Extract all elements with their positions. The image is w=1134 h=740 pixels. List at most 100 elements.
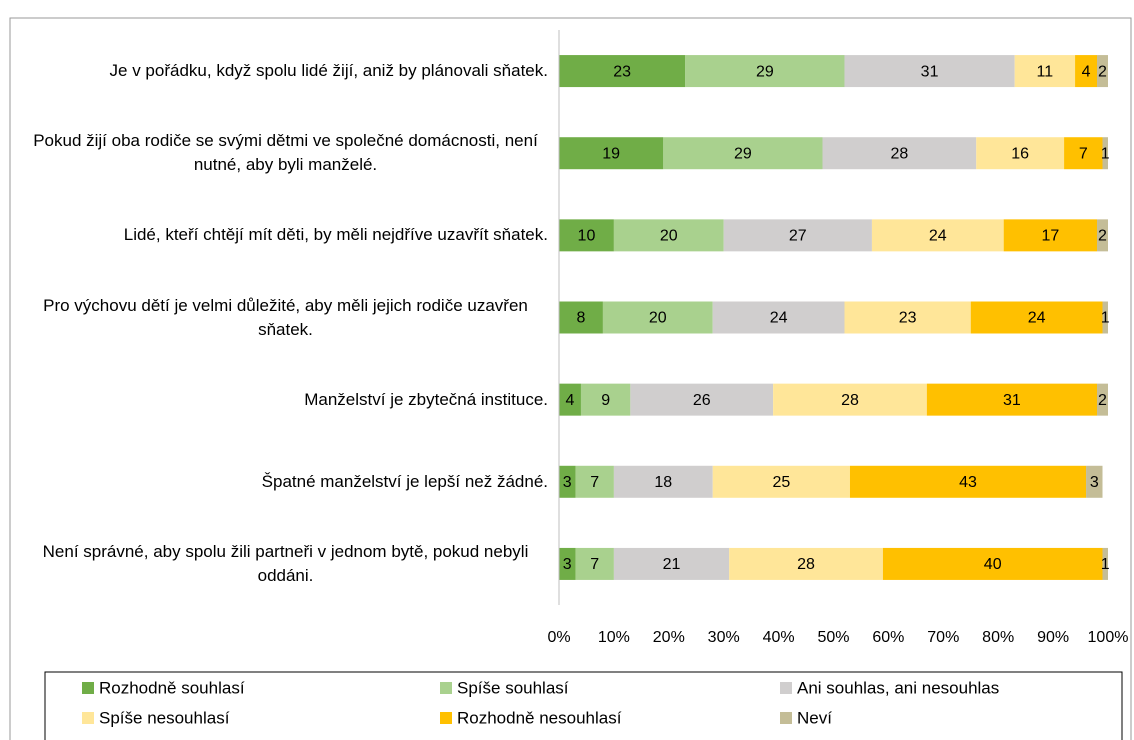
bar-segment <box>630 383 774 416</box>
data-label: 25 <box>772 474 790 491</box>
bar-segment <box>580 383 631 416</box>
bar-segment <box>1064 137 1103 170</box>
legend-swatch <box>780 682 792 694</box>
legend-label: Ani souhlas, ani nesouhlas <box>797 678 999 697</box>
x-tick-label: 30% <box>708 629 740 646</box>
data-label: 28 <box>841 392 859 409</box>
x-tick-label: 40% <box>763 629 795 646</box>
data-label: 31 <box>921 63 939 80</box>
y-tick-label: Je v pořádku, když spolu lidé žijí, aniž… <box>109 61 548 81</box>
data-label: 20 <box>660 228 678 245</box>
data-label: 3 <box>563 474 572 491</box>
data-label: 31 <box>1003 392 1021 409</box>
legend-label: Spíše nesouhlasí <box>99 708 230 727</box>
data-label: 1 <box>1101 310 1110 327</box>
data-label: 24 <box>1028 310 1046 327</box>
bar-segment <box>773 383 927 416</box>
x-tick-label: 10% <box>598 629 630 646</box>
legend-box <box>44 671 1123 740</box>
y-tick-label: Špatné manželství je lepší než žádné. <box>261 471 548 491</box>
bar-segment <box>1003 219 1098 252</box>
category-label-box: Pokud žijí oba rodiče se svými dětmi ve … <box>23 112 548 194</box>
data-label: 1 <box>1101 556 1110 573</box>
bar-segment <box>1102 301 1108 334</box>
bar-segment <box>1097 219 1108 252</box>
data-label: 11 <box>1037 63 1054 80</box>
x-tick-label: 100% <box>1088 629 1129 646</box>
bar-segment <box>723 219 872 252</box>
data-label: 18 <box>654 474 672 491</box>
bar-segment <box>1097 55 1108 88</box>
category-label-box: Špatné manželství je lepší než žádné. <box>262 441 548 523</box>
data-label: 7 <box>590 556 599 573</box>
bar-segment <box>871 219 1004 252</box>
data-label: 7 <box>590 474 599 491</box>
data-label: 9 <box>601 392 610 409</box>
bar-segment <box>849 465 1087 498</box>
bar-segment <box>882 547 1103 580</box>
y-tick-label: Manželství je zbytečná instituce. <box>304 389 548 409</box>
bar-segment <box>663 137 823 170</box>
data-label: 28 <box>890 145 908 162</box>
x-tick-label: 50% <box>817 629 849 646</box>
x-tick-label: 70% <box>927 629 959 646</box>
bar-segment <box>926 383 1098 416</box>
bar-segment <box>712 465 850 498</box>
legend-label: Rozhodně nesouhlasí <box>457 708 622 727</box>
data-label: 2 <box>1098 228 1107 245</box>
x-tick-label: 80% <box>982 629 1014 646</box>
bar-segment <box>712 301 845 334</box>
category-label-box: Není správné, aby spolu žili partneři v … <box>23 523 548 605</box>
data-label: 8 <box>577 310 586 327</box>
bar-segment <box>844 301 971 334</box>
y-tick-label: Pokud žijí oba rodiče se svými dětmi ve … <box>33 131 538 175</box>
data-label: 29 <box>734 145 752 162</box>
bar-segment <box>559 219 614 252</box>
data-label: 23 <box>899 310 917 327</box>
bar-segment <box>559 55 686 88</box>
bar-segment <box>976 137 1065 170</box>
bar-segment <box>575 465 614 498</box>
data-label: 3 <box>1090 474 1099 491</box>
legend-swatch <box>440 682 452 694</box>
category-label-box: Manželství je zbytečná instituce. <box>304 359 548 441</box>
bar-segment <box>559 137 664 170</box>
legend-swatch <box>440 712 452 724</box>
bar-segment <box>1102 547 1108 580</box>
data-label: 3 <box>563 556 572 573</box>
bar-segment <box>844 55 1015 88</box>
x-tick-label: 20% <box>653 629 685 646</box>
y-tick-label: Není správné, aby spolu žili partneři v … <box>42 541 529 585</box>
data-label: 4 <box>566 392 575 409</box>
y-tick-label: Lidé, kteří chtějí mít děti, by měli nej… <box>123 225 548 245</box>
bar-segment <box>1075 55 1098 88</box>
bar-segment <box>685 55 845 88</box>
legend-swatch <box>780 712 792 724</box>
legend-label: Spíše souhlasí <box>457 678 569 697</box>
bar-segment <box>613 219 724 252</box>
data-label: 26 <box>693 392 711 409</box>
x-tick-label: 0% <box>547 629 570 646</box>
bar-segment <box>1102 137 1108 170</box>
bar-segment <box>602 301 713 334</box>
bar-segment <box>822 137 977 170</box>
bar-segment <box>1086 465 1103 498</box>
data-label: 20 <box>649 310 667 327</box>
bar-segment <box>970 301 1103 334</box>
x-tick-label: 90% <box>1037 629 1069 646</box>
bar-segment <box>559 547 576 580</box>
data-label: 29 <box>756 63 774 80</box>
data-label: 24 <box>770 310 788 327</box>
category-label-box: Lidé, kteří chtějí mít děti, by měli nej… <box>124 194 548 276</box>
legend-label: Rozhodně souhlasí <box>99 678 245 697</box>
bar-segment <box>575 547 614 580</box>
legend-label: Neví <box>797 708 832 727</box>
data-label: 40 <box>984 556 1002 573</box>
data-label: 23 <box>613 63 631 80</box>
category-label-box: Pro výchovu dětí je velmi důležité, aby … <box>23 277 548 359</box>
data-label: 2 <box>1098 63 1107 80</box>
data-label: 16 <box>1011 145 1029 162</box>
data-label: 27 <box>789 228 807 245</box>
data-label: 43 <box>959 474 977 491</box>
